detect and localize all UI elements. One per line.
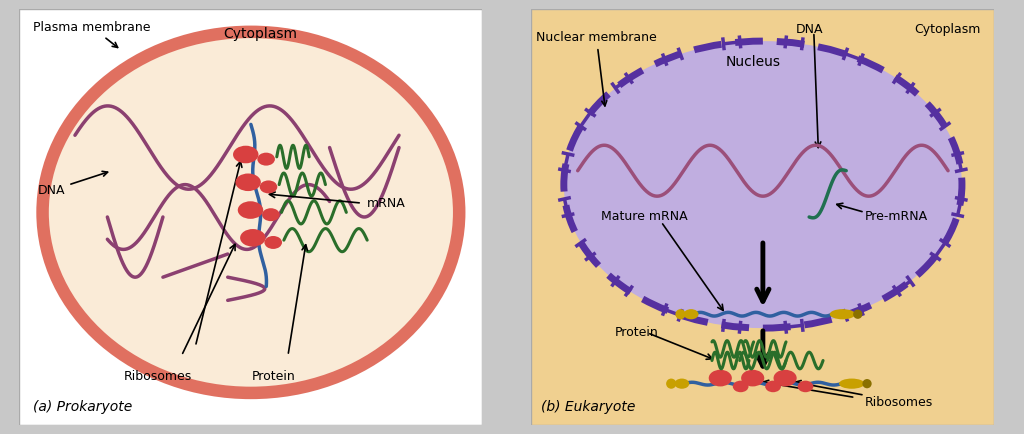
Text: Nuclear membrane: Nuclear membrane <box>536 31 656 106</box>
Text: Cytoplasm: Cytoplasm <box>223 27 297 41</box>
Ellipse shape <box>667 378 676 389</box>
Ellipse shape <box>676 309 686 319</box>
FancyBboxPatch shape <box>19 9 482 425</box>
Ellipse shape <box>684 309 698 319</box>
Text: DNA: DNA <box>38 171 108 197</box>
Ellipse shape <box>238 201 263 219</box>
Text: mRNA: mRNA <box>367 197 406 210</box>
Text: Protein: Protein <box>614 326 658 339</box>
Ellipse shape <box>829 309 855 319</box>
Text: DNA: DNA <box>796 23 823 36</box>
Text: Protein: Protein <box>252 370 296 383</box>
Text: Ribosomes: Ribosomes <box>124 370 193 383</box>
Ellipse shape <box>741 370 764 386</box>
Text: Plasma membrane: Plasma membrane <box>34 21 151 47</box>
Text: Ribosomes: Ribosomes <box>864 396 933 409</box>
Ellipse shape <box>862 379 871 388</box>
Ellipse shape <box>765 381 781 392</box>
Ellipse shape <box>773 370 797 386</box>
Ellipse shape <box>262 208 280 221</box>
Text: Pre-mRNA: Pre-mRNA <box>864 210 928 224</box>
Ellipse shape <box>839 378 864 389</box>
Ellipse shape <box>675 378 689 389</box>
Ellipse shape <box>564 41 962 328</box>
Ellipse shape <box>260 181 278 194</box>
Text: Mature mRNA: Mature mRNA <box>601 210 687 224</box>
Ellipse shape <box>709 370 732 386</box>
FancyBboxPatch shape <box>531 9 994 425</box>
Text: Nucleus: Nucleus <box>726 55 781 69</box>
Text: (b) Eukaryote: (b) Eukaryote <box>541 401 635 414</box>
Ellipse shape <box>240 229 265 247</box>
Ellipse shape <box>236 174 261 191</box>
Ellipse shape <box>853 309 862 319</box>
Text: Cytoplasm: Cytoplasm <box>914 23 980 36</box>
Text: (a) Prokaryote: (a) Prokaryote <box>34 401 132 414</box>
Ellipse shape <box>257 153 274 166</box>
Ellipse shape <box>798 381 813 392</box>
Ellipse shape <box>264 236 282 249</box>
Ellipse shape <box>733 381 749 392</box>
Ellipse shape <box>233 146 258 163</box>
Ellipse shape <box>43 32 459 393</box>
